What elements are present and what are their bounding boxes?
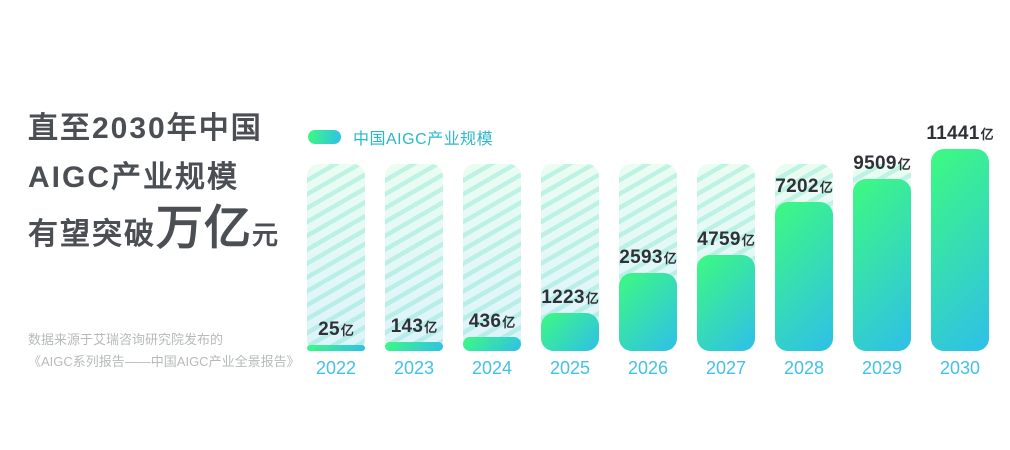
bar [931, 149, 989, 351]
bar-value-number: 7202 [775, 176, 819, 197]
bar [385, 342, 443, 351]
bar-value-label: 1223亿 [541, 288, 598, 308]
bar-chart: 25亿 2022 143亿 2023 436亿 2024 1223亿 2025 2593亿 202… [307, 124, 994, 378]
bar-column: 25亿 2022 [307, 164, 365, 378]
legend-swatch-icon [308, 130, 341, 144]
bar-value-unit: 亿 [502, 315, 516, 330]
bar-value-label: 436亿 [469, 312, 516, 332]
bar-value-label: 9509亿 [853, 154, 910, 174]
bar [775, 202, 833, 351]
x-axis-label: 2030 [939, 358, 981, 378]
x-axis-label: 2029 [861, 358, 903, 378]
bar-column: 4759亿 2027 [697, 164, 755, 378]
bar-value-number: 1223 [541, 287, 585, 308]
bar-column: 11441亿 2030 [926, 124, 993, 378]
headline-line-3-suffix: 元 [252, 220, 279, 250]
x-axis-label: 2026 [627, 358, 669, 378]
bar-column: 143亿 2023 [385, 164, 443, 378]
headline-line-3: 有望突破万亿元 [28, 202, 278, 266]
bar [541, 313, 599, 351]
bar-value-label: 4759亿 [697, 230, 754, 250]
bar-column: 436亿 2024 [463, 164, 521, 378]
bar-column: 1223亿 2025 [541, 164, 599, 378]
bar-value-unit: 亿 [340, 323, 354, 338]
bar-value-unit: 亿 [819, 180, 833, 195]
bar-value-number: 9509 [853, 153, 897, 174]
bar-value-label: 25亿 [318, 320, 354, 340]
data-source-note: 数据来源于艾瑞咨询研究院发布的 《AIGC系列报告——中国AIGC产业全景报告》 [28, 329, 300, 373]
bar [697, 255, 755, 351]
bar-column: 7202亿 2028 [775, 164, 833, 378]
data-source-line-1: 数据来源于艾瑞咨询研究院发布的 [28, 332, 224, 347]
chart-legend: 中国AIGC产业规模 [308, 125, 493, 149]
headline-line-3-emphasis: 万亿 [156, 201, 252, 254]
x-axis-label: 2024 [471, 358, 513, 378]
bar-value-unit: 亿 [897, 157, 911, 172]
bar-value-unit: 亿 [741, 233, 755, 248]
x-axis-label: 2022 [315, 358, 357, 378]
bar-value-unit: 亿 [585, 291, 599, 306]
bar [463, 337, 521, 351]
bar-track [463, 164, 521, 351]
bar-value-number: 11441 [926, 123, 980, 144]
headline-line-3-prefix: 有望突破 [28, 218, 156, 251]
bar [307, 345, 365, 351]
bar-value-number: 25 [318, 319, 340, 340]
legend-label: 中国AIGC产业规模 [353, 131, 494, 148]
bar-column: 2593亿 2026 [619, 164, 677, 378]
x-axis-label: 2027 [705, 358, 747, 378]
bar-value-number: 436 [468, 311, 502, 332]
x-axis-label: 2025 [549, 358, 591, 378]
bar-value-label: 11441亿 [926, 124, 993, 144]
x-axis-label: 2023 [393, 358, 435, 378]
bar-value-label: 7202亿 [775, 177, 832, 197]
headline: 直至2030年中国 AIGC产业规模 有望突破万亿元 [28, 104, 278, 266]
bar [619, 273, 677, 351]
bar-track [385, 164, 443, 351]
bar-value-unit: 亿 [663, 251, 677, 266]
data-source-line-2: 《AIGC系列报告——中国AIGC产业全景报告》 [28, 354, 300, 369]
bar-value-unit: 亿 [980, 127, 994, 142]
bar-value-unit: 亿 [424, 320, 438, 335]
x-axis-label: 2028 [783, 358, 825, 378]
bar-column: 9509亿 2029 [853, 154, 911, 378]
bar-value-label: 143亿 [391, 317, 438, 337]
headline-line-2: AIGC产业规模 [28, 161, 239, 194]
bar-value-number: 4759 [697, 229, 741, 250]
bar-value-label: 2593亿 [619, 248, 676, 268]
bar-track [307, 164, 365, 351]
bar-value-number: 143 [390, 316, 424, 337]
headline-line-1: 直至2030年中国 [28, 112, 263, 145]
bar-value-number: 2593 [619, 247, 663, 268]
bar [853, 179, 911, 351]
